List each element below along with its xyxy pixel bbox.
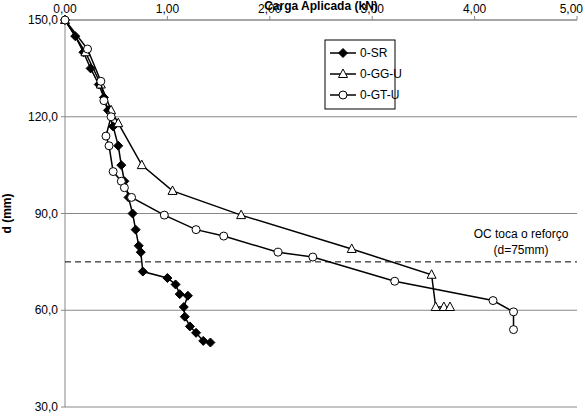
data-point [446,302,455,311]
data-point [510,326,518,334]
data-point [61,16,70,25]
grid-line [65,213,577,214]
data-point [84,45,92,53]
data-point [137,160,146,169]
data-point [107,113,115,121]
data-point [136,248,145,257]
data-point [391,277,399,285]
grid-line [65,310,577,311]
x-tick [167,16,168,20]
reference-label: (d=75mm) [493,243,548,257]
data-point [347,244,356,253]
data-point [274,248,282,256]
data-point [427,270,436,279]
legend-marker [339,91,347,99]
data-point [114,118,123,127]
chart: 30,060,090,0120,0150,00,001,002,003,004,… [0,0,585,419]
data-point [192,328,201,337]
data-point [102,132,110,140]
plot-area [61,15,578,347]
data-point [192,226,200,234]
grid-line [65,407,577,408]
y-tick [61,116,65,117]
x-tick-label: 5,00 [560,2,584,16]
data-point [160,211,168,219]
data-point [114,141,123,150]
y-tick-label: 60,0 [35,303,59,317]
x-tick-label: 1,00 [156,2,180,16]
x-tick [474,16,475,20]
legend-marker [339,69,348,78]
x-tick [372,16,373,20]
grid-line [65,20,577,21]
legend-label: 0-SR [360,46,388,60]
data-point [237,210,246,219]
y-tick [61,310,65,311]
data-point [163,274,172,283]
legend-label: 0-GG-U [360,67,402,81]
data-point [431,302,440,311]
x-axis [65,20,577,21]
y-tick-label: 30,0 [35,400,59,414]
x-tick [577,16,578,20]
data-point [61,16,69,24]
data-point [489,297,497,305]
data-point [171,280,180,289]
data-point [180,312,189,321]
legend-label: 0-GT-U [360,88,399,102]
y-tick [61,407,65,408]
data-point [168,186,177,195]
data-point [185,322,194,331]
data-point [206,338,215,347]
data-point [105,142,113,150]
legend-marker [339,49,348,58]
x-tick-label: 0,00 [53,2,77,16]
grid-line [65,116,577,117]
data-point [128,193,136,201]
data-point [183,291,192,300]
data-point [175,290,184,299]
series-line [65,20,514,330]
data-point [138,267,147,276]
data-point [220,232,228,240]
data-point [100,97,108,105]
data-point [179,303,188,312]
data-point [128,209,137,218]
x-axis-label: Carga Aplicada (kN) [264,0,378,13]
data-point [199,336,208,345]
y-tick [61,213,65,214]
legend: 0-SR 0-GG-U 0-GT-U [325,40,402,109]
y-axis-label: d (mm) [0,194,14,234]
data-point [309,253,317,261]
x-tick-label: 4,00 [463,2,487,16]
data-point [97,77,105,85]
series-line [65,20,450,307]
data-point [117,161,126,170]
data-point [109,168,117,176]
data-point [510,308,518,316]
reference-label: OC toca o reforço [474,227,569,241]
x-tick [269,16,270,20]
series-line [65,20,210,343]
data-point [131,225,140,234]
y-tick-label: 90,0 [35,207,59,221]
y-tick-label: 120,0 [28,110,58,124]
y-axis [65,20,66,407]
data-point [61,15,70,24]
data-point [120,184,128,192]
